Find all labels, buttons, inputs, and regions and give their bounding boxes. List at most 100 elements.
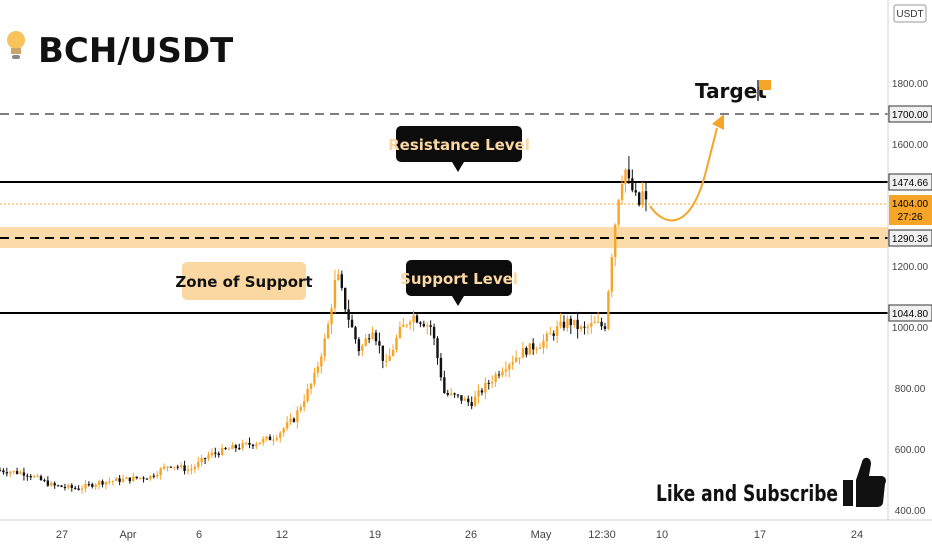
candle-body — [426, 325, 429, 327]
candle-body — [408, 322, 412, 325]
candle-body — [207, 455, 210, 459]
candle-body — [272, 439, 275, 441]
candle-body — [156, 474, 159, 477]
candle-body — [364, 338, 367, 346]
candle-body — [405, 324, 408, 326]
candle-body — [460, 395, 463, 401]
candle-body — [617, 199, 620, 225]
candle-body — [193, 466, 197, 470]
candle-body — [70, 485, 73, 488]
candle-body — [614, 224, 617, 258]
y-tick-label: 1600.00 — [892, 140, 929, 151]
candle-body — [549, 333, 552, 335]
candle-body — [446, 393, 449, 395]
candle-body — [344, 287, 347, 310]
candle-body — [296, 410, 299, 422]
zone-price-badge: 1290.36 — [888, 229, 932, 247]
arrowhead-icon — [712, 114, 724, 130]
candle-body — [316, 366, 320, 373]
candle-body — [443, 377, 446, 394]
candle-body — [91, 484, 94, 487]
candle-body — [285, 422, 289, 429]
currency-box[interactable] — [893, 4, 927, 23]
candle-body — [477, 390, 480, 397]
candle-body — [289, 418, 292, 423]
page-title: BCH/USDT — [38, 31, 234, 71]
candle-body — [224, 447, 227, 449]
candle-body — [73, 487, 77, 489]
candle-body — [552, 333, 555, 336]
candle-body — [80, 488, 84, 490]
candle-body — [248, 442, 251, 445]
candle-body — [128, 477, 132, 482]
candle-body — [422, 323, 426, 327]
candle-body — [504, 369, 508, 372]
candle-body — [9, 472, 12, 474]
candle-body — [77, 488, 80, 490]
candle-body — [603, 326, 607, 329]
candle-body — [145, 478, 149, 480]
support-price-text: 1044.80 — [892, 309, 929, 320]
candle-body — [197, 461, 200, 467]
candle-body — [330, 308, 333, 325]
candlestick-series — [0, 156, 648, 494]
target-price-text: 1700.00 — [892, 110, 929, 121]
candle-body — [0, 470, 2, 472]
x-tick-label: 19 — [369, 529, 381, 541]
candle-body — [84, 484, 87, 489]
candle-body — [525, 347, 528, 355]
candle-body — [620, 183, 624, 200]
candle-body — [439, 357, 443, 378]
zone-price-text: 1290.36 — [892, 234, 929, 245]
candle-body — [490, 381, 494, 384]
subscribe-cta[interactable]: Like and Subscribe — [656, 482, 838, 507]
x-tick-label: 12:30 — [588, 529, 616, 541]
candle-body — [56, 485, 60, 487]
candle-body — [279, 432, 282, 438]
candle-body — [186, 469, 190, 471]
candle-body — [395, 337, 398, 350]
candle-body — [258, 442, 261, 445]
candle-body — [135, 476, 138, 479]
candle-body — [497, 374, 501, 376]
candle-body — [453, 393, 456, 395]
candle-body — [535, 348, 538, 350]
x-tick-label: 26 — [465, 529, 477, 541]
candle-body — [419, 322, 422, 324]
candle-body — [227, 448, 231, 450]
candle-body — [323, 338, 326, 357]
candle-body — [173, 466, 176, 468]
candle-body — [494, 374, 497, 382]
candle-body — [176, 466, 179, 468]
countdown-text: 27:26 — [897, 212, 922, 223]
candle-body — [607, 291, 610, 329]
candle-body — [231, 445, 234, 449]
lightbulb-icon — [7, 31, 25, 59]
candle-body — [624, 169, 627, 184]
candle-body — [94, 484, 97, 487]
candle-body — [467, 398, 470, 403]
y-tick-label: 1800.00 — [892, 79, 929, 90]
candle-body — [470, 402, 473, 407]
candle-body — [22, 472, 26, 476]
thumbs-up-icon[interactable] — [843, 457, 886, 507]
candle-body — [214, 452, 217, 454]
candle-body — [637, 192, 641, 205]
candle-body — [576, 319, 579, 330]
currency-label: USDT — [896, 9, 923, 20]
candle-body — [415, 315, 419, 323]
candle-body — [385, 360, 388, 362]
candle-body — [138, 477, 142, 479]
time-axis: 27 Apr 6 12 19 26 May 12:30 10 17 24 — [56, 529, 863, 541]
candle-body — [600, 321, 603, 327]
candle-body — [268, 436, 272, 441]
candle-body — [388, 356, 391, 361]
candle-body — [29, 476, 32, 478]
candle-body — [111, 480, 114, 482]
candle-body — [518, 357, 521, 359]
y-tick-label: 1200.00 — [892, 262, 929, 273]
candle-body — [19, 472, 22, 474]
candle-body — [593, 322, 596, 324]
candle-body — [12, 471, 15, 473]
